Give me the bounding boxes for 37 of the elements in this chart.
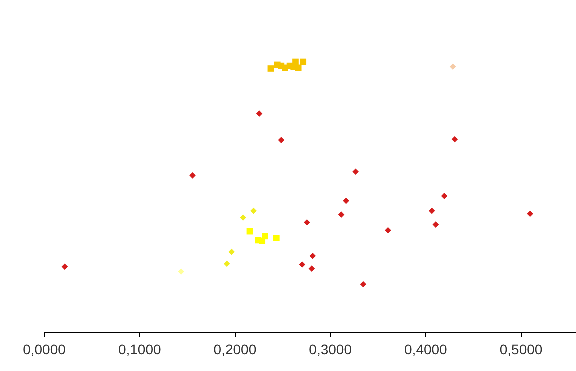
point: [224, 260, 230, 268]
point: [274, 235, 280, 242]
point: [452, 136, 458, 143]
point: [304, 219, 310, 226]
point: [246, 228, 254, 235]
point: [338, 212, 345, 218]
point: [190, 172, 196, 179]
x-tick-label: 0,4000: [404, 342, 448, 358]
point: [360, 281, 367, 288]
point: [343, 198, 350, 204]
x-tick-label: 0,2000: [214, 342, 257, 358]
x-tick-label: 0,3000: [309, 342, 352, 358]
point: [278, 137, 285, 144]
point: [450, 64, 456, 70]
x-tick-label: 0,5000: [500, 342, 543, 358]
point: [268, 66, 274, 72]
point: [428, 208, 436, 214]
point: [385, 227, 392, 234]
x-tick-label: 0,1000: [118, 342, 162, 358]
point: [250, 208, 257, 214]
point: [62, 264, 68, 270]
point: [300, 58, 307, 66]
point: [292, 58, 299, 66]
point: [262, 233, 268, 240]
point: [256, 110, 263, 117]
x-tick-label: 0,0000: [23, 342, 66, 358]
point: [432, 222, 440, 228]
point: [178, 268, 184, 275]
point: [352, 168, 359, 176]
point: [310, 252, 316, 260]
point: [299, 262, 306, 268]
point: [228, 248, 236, 256]
point: [441, 193, 448, 200]
point: [527, 210, 534, 218]
point: [240, 214, 246, 221]
point: [295, 64, 302, 72]
point: [308, 266, 316, 272]
